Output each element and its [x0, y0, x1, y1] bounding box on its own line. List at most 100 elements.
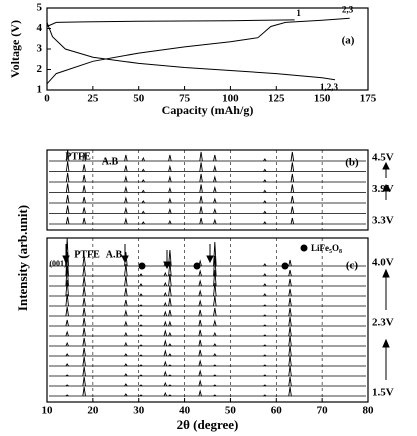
peak: [65, 161, 70, 172]
peak: [198, 319, 202, 327]
peak: [168, 273, 172, 287]
plot-frame: [46, 149, 369, 231]
x-tick-label: 75: [179, 93, 191, 105]
curve-label: 1: [296, 8, 301, 18]
peak: [65, 237, 69, 267]
peak: [168, 353, 172, 357]
peak: [124, 331, 128, 337]
annotation: A.B: [106, 249, 123, 260]
x-axis-label: Capacity (mAh/g): [162, 103, 254, 117]
peak: [163, 360, 168, 367]
peak: [168, 343, 172, 347]
peak: [141, 189, 145, 193]
x-tick-label: 60: [271, 405, 283, 417]
peak: [213, 364, 217, 367]
peak: [213, 269, 217, 287]
peak: [124, 196, 128, 204]
y-tick-label: 5: [37, 2, 43, 14]
peak: [213, 164, 217, 172]
peak: [82, 366, 86, 377]
peak: [213, 374, 217, 377]
peak: [124, 341, 128, 347]
peak: [263, 158, 267, 162]
x-tick-label: 20: [87, 405, 99, 417]
peak: [198, 349, 202, 357]
panel-label: (c): [346, 260, 359, 272]
peak: [139, 304, 143, 307]
peak: [163, 391, 168, 397]
x-tick-label: 70: [317, 405, 329, 417]
y-tick-label: 2: [37, 63, 43, 75]
peak: [263, 304, 267, 307]
y-tick-label: 1: [37, 84, 43, 96]
x-tick-label: 30: [133, 405, 145, 417]
peak: [124, 309, 128, 317]
peak: [198, 259, 202, 267]
peak: [65, 293, 69, 307]
peak: [65, 172, 70, 183]
peak: [139, 283, 143, 287]
peak: [199, 206, 203, 214]
peak: [65, 341, 69, 347]
peak: [139, 324, 143, 327]
peak: [65, 216, 70, 225]
peak: [198, 279, 202, 287]
peak: [141, 200, 145, 204]
peak: [163, 370, 168, 377]
peak: [82, 376, 86, 387]
peak: [82, 265, 86, 277]
peak: [213, 197, 217, 204]
peak: [168, 309, 172, 317]
peak: [163, 329, 168, 337]
trace-label: 3.3V: [372, 215, 394, 227]
peak: [124, 363, 128, 367]
x-tick-label: 0: [44, 93, 50, 105]
peak: [168, 297, 172, 307]
peak: [198, 289, 202, 297]
peak: [163, 339, 168, 347]
peak: [141, 210, 145, 214]
x-tick-label: 50: [225, 405, 237, 417]
peak: [263, 354, 267, 357]
legend-dot: [300, 244, 308, 252]
peak: [198, 339, 202, 347]
x-tick-label: 100: [222, 93, 239, 105]
peak: [124, 383, 128, 387]
peak: [288, 355, 292, 367]
peak: [213, 343, 217, 347]
peak: [168, 219, 172, 225]
peak: [82, 196, 86, 204]
peak: [199, 195, 203, 204]
peak: [168, 187, 172, 193]
peak: [199, 184, 203, 193]
peak: [198, 309, 202, 317]
peak: [139, 263, 143, 267]
peak: [168, 164, 172, 172]
peak: [168, 197, 172, 204]
peak: [290, 217, 295, 225]
peak: [263, 210, 267, 214]
y-axis-label: Intensity (arb.unit): [15, 205, 30, 311]
peak: [213, 241, 217, 267]
peak: [263, 324, 267, 327]
peak: [82, 276, 86, 287]
peak: [288, 269, 292, 277]
x-axis-label: 2θ (degree): [177, 417, 239, 432]
peak: [65, 319, 69, 327]
x-tick-label: 80: [363, 405, 375, 417]
peak: [163, 320, 168, 327]
peak: [288, 335, 292, 347]
peak: [124, 185, 128, 193]
peak: [198, 269, 202, 277]
x-tick-label: 50: [133, 93, 145, 105]
peak: [163, 310, 168, 317]
peak: [82, 207, 86, 214]
peak: [82, 317, 86, 327]
peak: [124, 154, 128, 162]
peak: [163, 281, 168, 287]
peak: [163, 301, 168, 307]
arrow-head: [206, 255, 214, 264]
peak: [82, 255, 86, 267]
peak: [124, 275, 128, 287]
